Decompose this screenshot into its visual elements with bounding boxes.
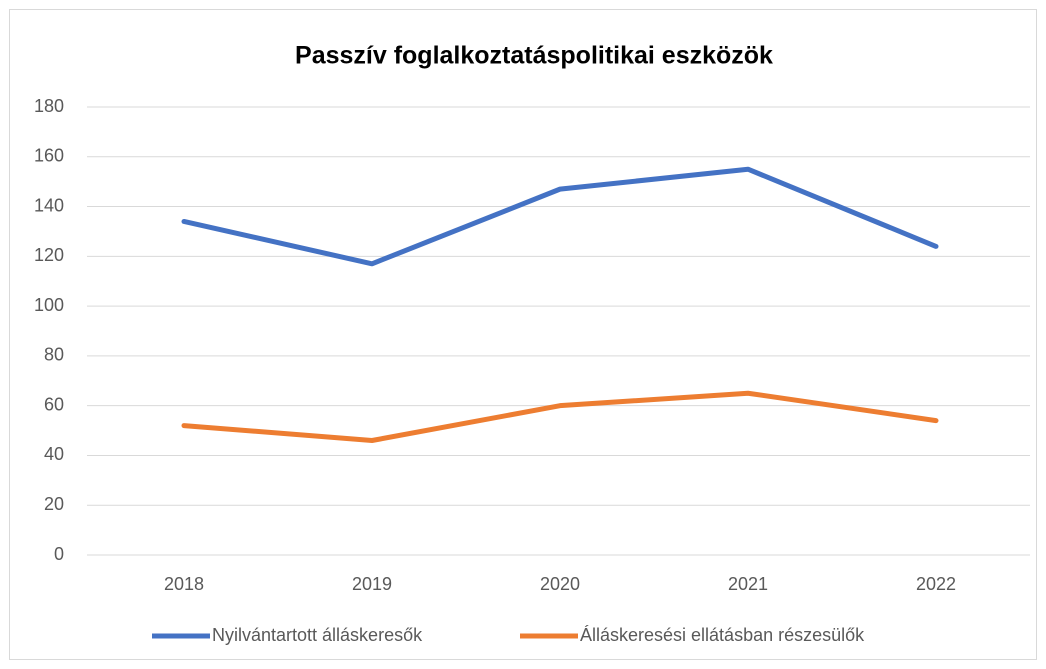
legend-label: Álláskeresési ellátásban részesülők [580, 625, 865, 645]
y-tick-label: 20 [44, 494, 64, 514]
y-tick-label: 60 [44, 394, 64, 414]
y-tick-label: 40 [44, 444, 64, 464]
y-tick-label: 140 [34, 195, 64, 215]
y-tick-label: 180 [34, 96, 64, 116]
x-tick-label: 2022 [916, 574, 956, 594]
y-tick-label: 120 [34, 245, 64, 265]
x-tick-label: 2020 [540, 574, 580, 594]
legend-label: Nyilvántartott álláskeresők [212, 625, 423, 645]
y-tick-label: 100 [34, 295, 64, 315]
x-tick-label: 2019 [352, 574, 392, 594]
y-tick-label: 0 [54, 544, 64, 564]
x-tick-label: 2021 [728, 574, 768, 594]
y-tick-label: 160 [34, 146, 64, 166]
y-tick-label: 80 [44, 345, 64, 365]
series-line [181, 166, 939, 267]
series-line [181, 390, 939, 444]
chart-title: Passzív foglalkoztatáspolitikai eszközök [295, 42, 773, 70]
x-tick-label: 2018 [164, 574, 204, 594]
chart-border [9, 9, 1037, 660]
